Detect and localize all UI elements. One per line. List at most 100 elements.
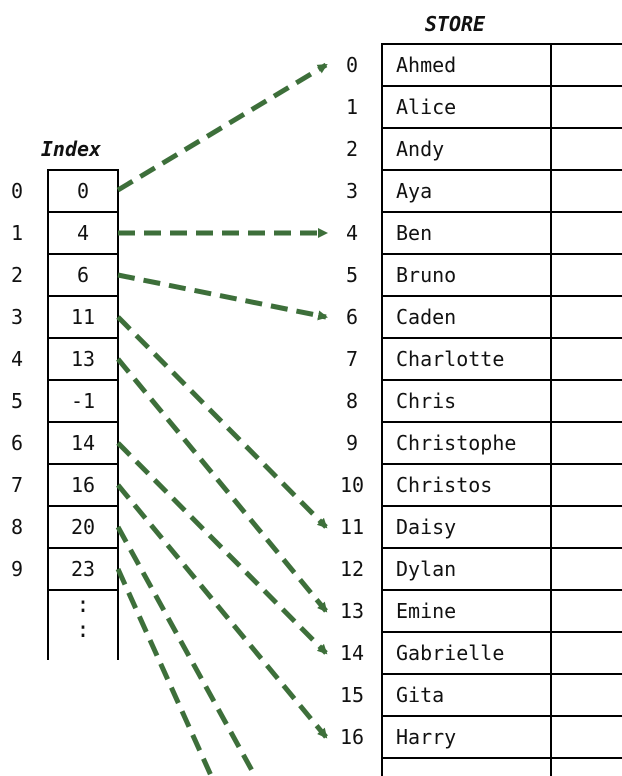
store-position: 9 xyxy=(346,431,358,455)
store-name-cell xyxy=(381,547,552,591)
store-position: 2 xyxy=(346,137,358,161)
store-name: Christophe xyxy=(396,431,516,455)
store-name: Bruno xyxy=(396,263,456,287)
store-name: Daisy xyxy=(396,515,456,539)
pointer-arrow xyxy=(115,525,258,776)
index-position: 8 xyxy=(11,515,23,539)
store-extra-cell xyxy=(550,589,622,633)
index-position: 0 xyxy=(11,179,23,203)
store-position: 6 xyxy=(346,305,358,329)
store-position: 15 xyxy=(340,683,364,707)
store-position: 14 xyxy=(340,641,364,665)
store-name: Caden xyxy=(396,305,456,329)
store-name-cell xyxy=(381,295,552,339)
index-row: 5 -1 xyxy=(11,379,119,423)
pointer-arrow xyxy=(116,62,328,193)
store-extra-cell xyxy=(550,379,622,423)
store-row: 3 Aya xyxy=(346,169,622,213)
store-name: Alice xyxy=(396,95,456,119)
index-value: 16 xyxy=(71,473,95,497)
index-to-store-arrows xyxy=(115,62,328,776)
index-value: 20 xyxy=(71,515,95,539)
index-row: 8 20 xyxy=(11,505,119,549)
store-extra-cell xyxy=(550,211,622,255)
store-name: Charlotte xyxy=(396,347,504,371)
store-position: 3 xyxy=(346,179,358,203)
store-name: Gabrielle xyxy=(396,641,504,665)
index-ellipsis: : xyxy=(76,618,89,643)
index-value: 0 xyxy=(77,179,89,203)
store-position: 7 xyxy=(346,347,358,371)
store-title: STORE xyxy=(425,12,486,36)
store-position: 12 xyxy=(340,557,364,581)
store-row: 16 Harry xyxy=(340,715,622,759)
index-position: 4 xyxy=(11,347,23,371)
store-row: 7 Charlotte xyxy=(346,337,622,381)
pointer-arrow xyxy=(116,441,328,655)
store-name: Dylan xyxy=(396,557,456,581)
index-row: 6 14 xyxy=(11,421,119,465)
store-name: Gita xyxy=(396,683,444,707)
store-position: 11 xyxy=(340,515,364,539)
store-extra-cell xyxy=(550,421,622,465)
store-row: 1 Alice xyxy=(346,85,622,129)
index-row: 9 23 xyxy=(11,547,119,591)
index-value: 6 xyxy=(77,263,89,287)
index-position: 1 xyxy=(11,221,23,245)
index-cell xyxy=(47,463,119,507)
store-row: 11 Daisy xyxy=(340,505,622,549)
store-name-cell xyxy=(381,85,552,129)
pointer-arrow xyxy=(117,272,328,321)
index-cell xyxy=(47,547,119,591)
store-position: 0 xyxy=(346,53,358,77)
store-row: 6 Caden xyxy=(346,295,622,339)
store-name-cell xyxy=(381,673,552,717)
index-value: 4 xyxy=(77,221,89,245)
index-value: 14 xyxy=(71,431,95,455)
store-row: 12 Dylan xyxy=(340,547,622,591)
index-row: 4 13 xyxy=(11,337,119,381)
store-name: Ben xyxy=(396,221,432,245)
pointer-arrow xyxy=(116,483,328,739)
index-cell xyxy=(47,379,119,423)
index-position: 3 xyxy=(11,305,23,329)
store-row: 15 Gita xyxy=(340,673,622,717)
store-name: Aya xyxy=(396,179,432,203)
store-extra-cell xyxy=(550,505,622,549)
store-name: Ahmed xyxy=(396,53,456,77)
store-extra-cell xyxy=(550,85,622,129)
index-position: 5 xyxy=(11,389,23,413)
index-position: 6 xyxy=(11,431,23,455)
store-position: 8 xyxy=(346,389,358,413)
store-position: 1 xyxy=(346,95,358,119)
store-extra-cell xyxy=(550,631,622,675)
store-name-cell xyxy=(381,211,552,255)
store-extra-cell xyxy=(550,715,622,759)
store-name-cell xyxy=(381,505,552,549)
index-position: 2 xyxy=(11,263,23,287)
store-row: 10 Christos xyxy=(340,463,622,507)
store-name-cell xyxy=(381,43,552,87)
store-row: 14 Gabrielle xyxy=(340,631,622,675)
store-row: 8 Chris xyxy=(346,379,622,423)
store-name-cell xyxy=(381,421,552,465)
store-extra-cell xyxy=(550,547,622,591)
store-name-cell xyxy=(381,463,552,507)
store-position: 16 xyxy=(340,725,364,749)
store-row: 5 Bruno xyxy=(346,253,622,297)
store-row: 13 Emine xyxy=(340,589,622,633)
store-extra-cell xyxy=(550,337,622,381)
index-position: 7 xyxy=(11,473,23,497)
index-ellipsis: : xyxy=(76,593,89,618)
store-position: 10 xyxy=(340,473,364,497)
store-name-cell xyxy=(381,589,552,633)
store-row: 4 Ben xyxy=(346,211,622,255)
index-value: 11 xyxy=(71,305,95,329)
store-name-cell xyxy=(381,715,552,759)
store-row: 2 Andy xyxy=(346,127,622,171)
index-position: 9 xyxy=(11,557,23,581)
store-extra-cell xyxy=(550,673,622,717)
index-column: 0 01 42 63 114 135 -16 147 168 209 23 xyxy=(11,169,119,591)
